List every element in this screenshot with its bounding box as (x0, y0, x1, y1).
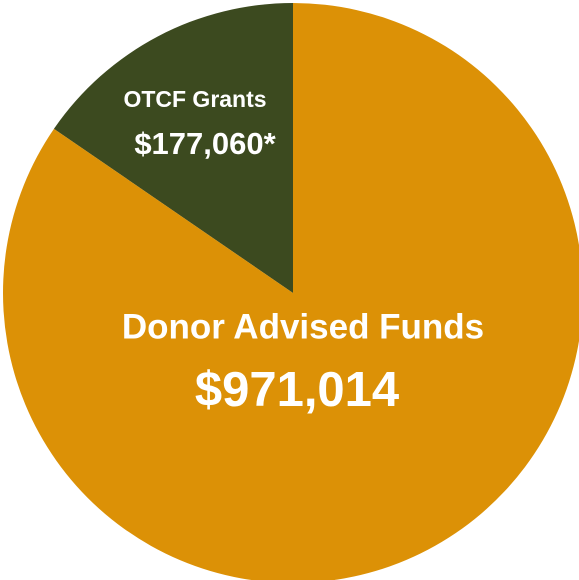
pie-slice (53, 3, 293, 293)
slice-value-label: $971,014 (195, 363, 399, 417)
slice-value-label: $177,060* (134, 126, 276, 161)
slice-label: OTCF Grants (123, 86, 266, 112)
pie-slice (3, 3, 579, 580)
slices (3, 3, 579, 580)
slice-label: Donor Advised Funds (122, 307, 484, 346)
